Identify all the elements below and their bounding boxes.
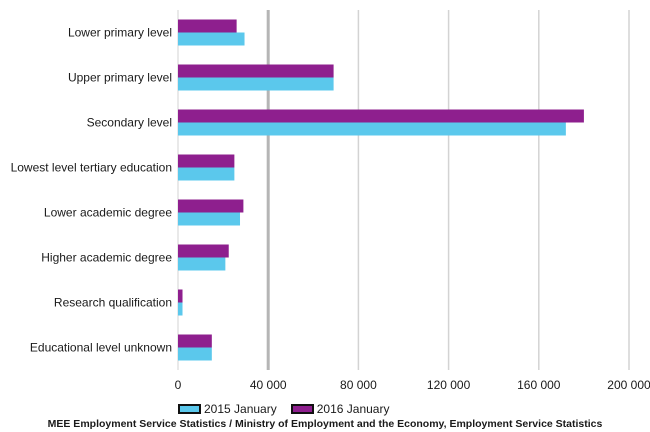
bar-2016-january <box>178 154 235 168</box>
bar-2016-january <box>178 109 584 123</box>
source-note: MEE Employment Service Statistics / Mini… <box>47 418 603 430</box>
bar-2016-january <box>178 64 334 78</box>
x-tick-label: 0 <box>175 378 182 392</box>
category-label: Research qualification <box>54 296 172 310</box>
bar-2015-january <box>178 302 183 316</box>
category-label: Lower primary level <box>68 26 172 40</box>
bar-2015-january <box>178 257 226 271</box>
category-label: Secondary level <box>87 116 172 130</box>
category-labels: Lower primary level Upper primary level Se… <box>11 26 173 355</box>
category-label: Higher academic degree <box>41 251 172 265</box>
legend-swatch-2015 <box>178 404 201 414</box>
bar-2016-january <box>178 334 212 348</box>
bar-2016-january <box>178 289 183 303</box>
legend: 2015 January 2016 January <box>178 402 403 416</box>
bar-2016-january <box>178 199 244 213</box>
x-tick-label: 200 000 <box>607 378 650 392</box>
bar-2015-january <box>178 347 212 361</box>
bar-2015-january <box>178 122 566 136</box>
bars <box>178 19 584 361</box>
bar-2015-january <box>178 32 245 46</box>
bar-2015-january <box>178 167 235 181</box>
category-label: Upper primary level <box>68 71 172 85</box>
legend-label-2016: 2016 January <box>316 402 390 416</box>
x-tick-label: 80 000 <box>340 378 377 392</box>
legend-item-2015: 2015 January <box>178 402 277 416</box>
bar-chart: Lower primary level Upper primary level Se… <box>11 10 650 392</box>
x-tick-label: 40 000 <box>250 378 287 392</box>
bar-2015-january <box>178 212 241 226</box>
x-tick-label: 120 000 <box>427 378 471 392</box>
bar-2016-january <box>178 244 229 258</box>
legend-swatch-2016 <box>290 404 314 414</box>
legend-label-2015: 2015 January <box>204 402 277 416</box>
category-label: Lower academic degree <box>44 206 172 220</box>
bar-2016-january <box>178 19 237 33</box>
category-label: Educational level unknown <box>30 341 172 355</box>
x-tick-label: 160 000 <box>517 378 561 392</box>
category-label: Lowest level tertiary education <box>11 161 172 175</box>
bar-2015-january <box>178 77 334 91</box>
legend-item-2016: 2016 January <box>290 402 390 416</box>
x-tick-labels: 0 40 000 80 000 120 000 160 000 200 000 <box>175 378 650 392</box>
gridlines <box>177 10 630 370</box>
